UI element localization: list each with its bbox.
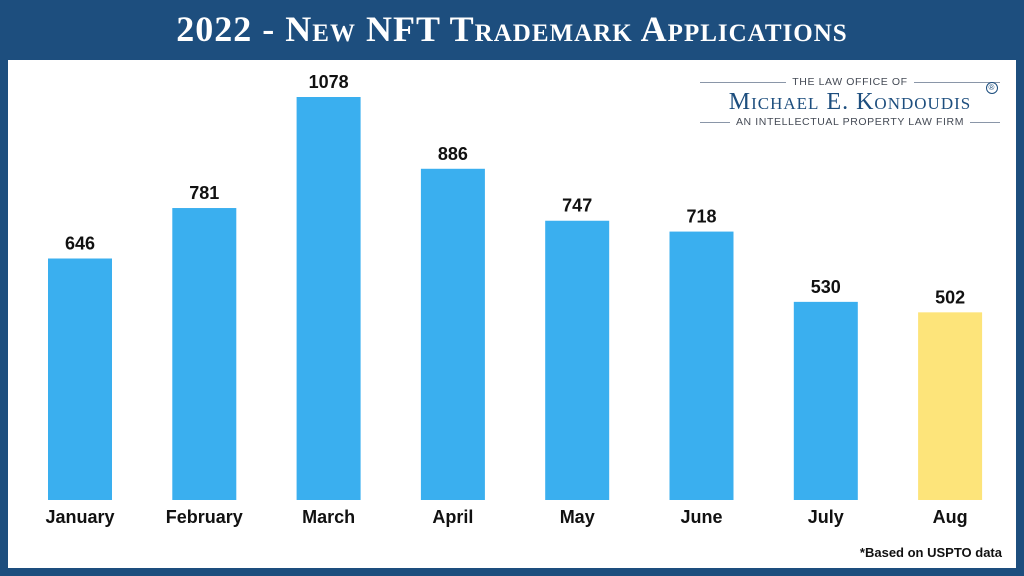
category-label: May (560, 507, 595, 527)
logo-rule (913, 81, 1000, 83)
logo-bottom-line: AN INTELLECTUAL PROPERTY LAW FIRM (700, 116, 1000, 128)
category-label: February (166, 507, 243, 527)
logo-rule (970, 121, 1000, 123)
bar-chart: 646 January 781 February 1078 March 886 April 74… (45, 72, 983, 527)
category-label: January (45, 507, 114, 527)
logo-name: Michael E. Kondoudis ® (700, 82, 1000, 116)
bar-june (669, 231, 734, 500)
value-label: 781 (189, 183, 219, 203)
logo-line1: THE LAW OFFICE OF (792, 76, 908, 88)
registered-mark-icon: ® (986, 82, 998, 94)
logo-name-text: Michael E. Kondoudis (728, 89, 972, 115)
value-label: 646 (65, 233, 95, 253)
value-label: 1078 (309, 72, 349, 92)
page-title: 2022 - New NFT Trademark Applications (176, 9, 848, 49)
bar-january (48, 258, 112, 500)
category-label: June (680, 507, 722, 527)
value-label: 886 (438, 144, 468, 164)
logo-rule (700, 121, 730, 123)
category-label: April (432, 507, 473, 527)
logo-line2: AN INTELLECTUAL PROPERTY LAW FIRM (735, 116, 965, 128)
bar-july (793, 301, 858, 500)
value-label: 718 (686, 207, 716, 227)
logo-top-line: THE LAW OFFICE OF (700, 76, 1000, 88)
category-label: March (302, 507, 355, 527)
value-label: 530 (811, 277, 841, 297)
category-label: Aug (933, 507, 968, 527)
chart-panel: 646 January 781 February 1078 March 886 April 74… (8, 60, 1016, 568)
bar-march (296, 97, 361, 500)
category-label: July (808, 507, 844, 527)
footnote: *Based on USPTO data (859, 545, 1002, 560)
law-office-logo: THE LAW OFFICE OF Michael E. Kondoudis ®… (700, 76, 1000, 136)
bar-may (545, 220, 610, 500)
value-label: 502 (935, 287, 965, 307)
bar-aug (918, 312, 983, 500)
bar-february (172, 208, 237, 500)
logo-rule (700, 81, 787, 83)
bar-april (420, 168, 485, 500)
value-label: 747 (562, 196, 592, 216)
